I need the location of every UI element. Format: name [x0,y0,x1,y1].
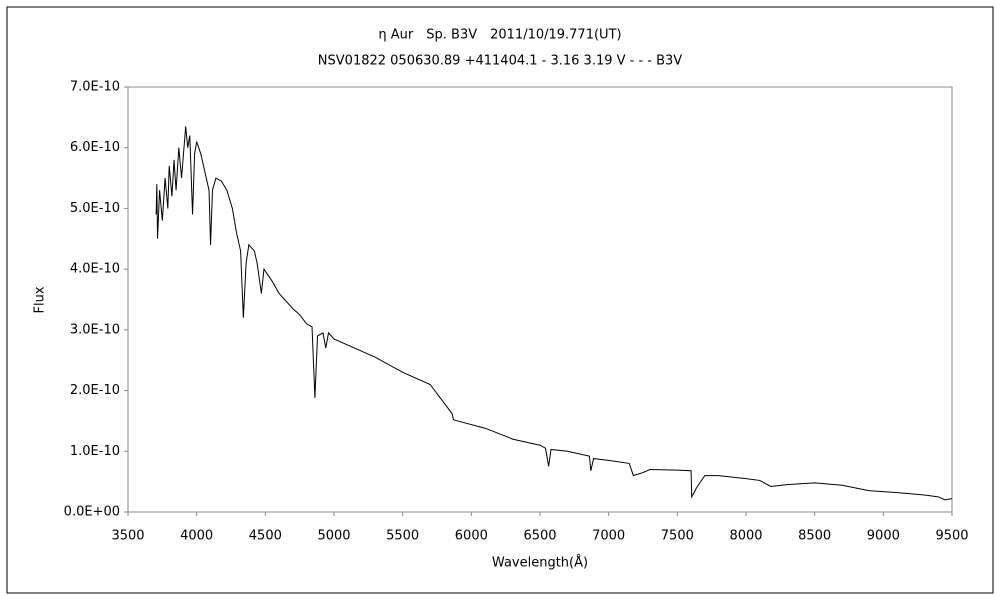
x-tick-label: 9500 [935,529,968,544]
x-tick-label: 5500 [386,529,419,544]
frame [6,6,994,594]
y-tick-label: 5.0E-10 [70,201,120,216]
x-axis-label: Wavelength(Å) [492,555,588,571]
y-tick-label: 1.0E-10 [70,444,120,459]
x-tick-label: 9000 [867,529,900,544]
y-tick-label: 2.0E-10 [70,383,120,398]
x-tick-label: 6500 [523,529,556,544]
x-tick-label: 8500 [798,529,831,544]
x-tick-label: 7500 [661,529,694,544]
y-tick-label: 0.0E+00 [64,505,120,520]
spectrum-line [155,126,953,501]
y-tick-label: 4.0E-10 [70,262,120,277]
y-tick-label: 6.0E-10 [70,140,120,155]
x-tick-label: 8000 [729,529,762,544]
y-tick-label: 7.0E-10 [70,80,120,95]
chart-subtitle: NSV01822 050630.89 +411404.1 - 3.16 3.19… [318,54,683,69]
x-tick-label: 7000 [592,529,625,544]
y-axis-label: Flux [33,286,48,313]
x-tick-label: 3500 [111,529,144,544]
chart-title: η Aur Sp. B3V 2011/10/19.771(UT) [378,28,621,43]
x-tick-label: 6000 [455,529,488,544]
x-tick-label: 4500 [249,529,282,544]
x-tick-label: 5000 [317,529,350,544]
y-tick-label: 3.0E-10 [70,322,120,337]
x-tick-label: 4000 [180,529,213,544]
